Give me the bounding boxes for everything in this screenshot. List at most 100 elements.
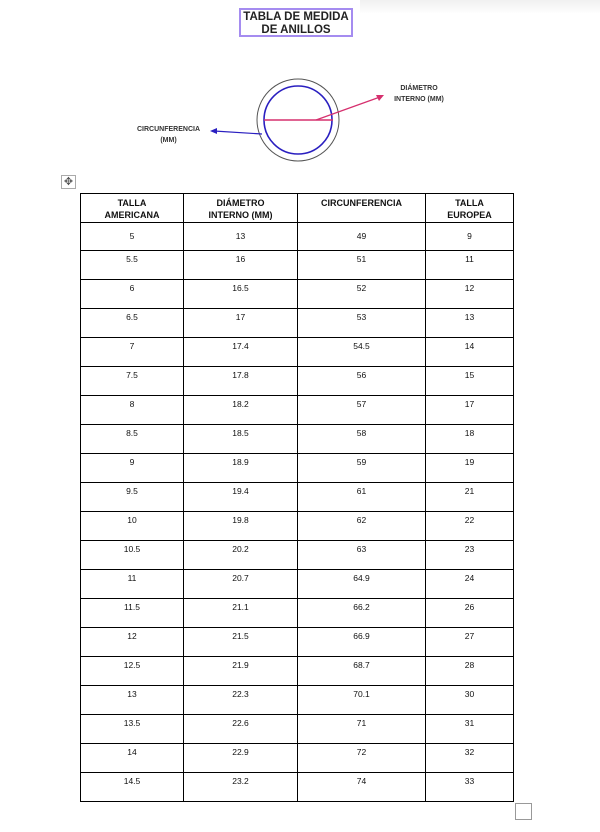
table-cell: 5.5 <box>80 250 184 280</box>
table-row: 6.5 17 53 13 <box>80 308 514 338</box>
table-cell: 30 <box>425 685 514 715</box>
table-cell: 7.5 <box>80 366 184 396</box>
table-cell: 23.2 <box>183 772 298 802</box>
table-cell: 63 <box>297 540 426 570</box>
table-cell: 9 <box>425 222 514 251</box>
table-row: 7 17.4 54.5 14 <box>80 337 514 367</box>
table-cell: 6 <box>80 279 184 309</box>
table-cell: 10 <box>80 511 184 541</box>
table-cell: 11 <box>425 250 514 280</box>
table-cell: 18 <box>425 424 514 454</box>
table-cell: 10.5 <box>80 540 184 570</box>
table-cell: 13 <box>80 685 184 715</box>
table-cell: 53 <box>297 308 426 338</box>
table-row: 13 22.3 70.1 30 <box>80 685 514 715</box>
table-row: 9.5 19.4 61 21 <box>80 482 514 512</box>
column-header-line: EUROPEA <box>447 210 492 220</box>
table-cell: 23 <box>425 540 514 570</box>
table-cell: 18.9 <box>183 453 298 483</box>
column-header-line: TALLA <box>117 198 147 208</box>
table-cell: 7 <box>80 337 184 367</box>
table-row: 7.5 17.8 56 15 <box>80 366 514 396</box>
column-header-line: TALLA <box>455 198 484 208</box>
diameter-label: DIÁMETRO INTERNO (MM) <box>384 83 454 105</box>
table-cell: 16 <box>183 250 298 280</box>
table-cell: 68.7 <box>297 656 426 686</box>
table-cell: 17 <box>425 395 514 425</box>
table-row: 10.5 20.2 63 23 <box>80 540 514 570</box>
table-cell: 74 <box>297 772 426 802</box>
column-header-line: AMERICANA <box>104 210 160 220</box>
table-cell: 70.1 <box>297 685 426 715</box>
table-cell: 32 <box>425 743 514 773</box>
table-cell: 27 <box>425 627 514 657</box>
table-move-handle-icon[interactable]: ✥ <box>61 175 76 189</box>
table-cell: 12.5 <box>80 656 184 686</box>
table-row: 12 21.5 66.9 27 <box>80 627 514 657</box>
table-row: 6 16.5 52 12 <box>80 279 514 309</box>
table-cell: 22.9 <box>183 743 298 773</box>
table-cell: 62 <box>297 511 426 541</box>
diameter-label-line2: INTERNO (MM) <box>394 96 444 103</box>
table-cell: 21.9 <box>183 656 298 686</box>
table-cell: 8 <box>80 395 184 425</box>
table-row: 8 18.2 57 17 <box>80 395 514 425</box>
ring-outer <box>256 78 340 162</box>
table-cell: 18.5 <box>183 424 298 454</box>
table-cell: 20.2 <box>183 540 298 570</box>
table-row: 9 18.9 59 19 <box>80 453 514 483</box>
diameter-label-line1: DIÁMETRO <box>400 85 438 92</box>
table-resize-handle[interactable] <box>515 803 532 820</box>
table-cell: 20.7 <box>183 569 298 599</box>
table-cell: 58 <box>297 424 426 454</box>
table-cell: 17 <box>183 308 298 338</box>
table-cell: 15 <box>425 366 514 396</box>
table-cell: 12 <box>425 279 514 309</box>
table-row: 13.5 22.6 71 31 <box>80 714 514 744</box>
table-cell: 72 <box>297 743 426 773</box>
table-cell: 17.8 <box>183 366 298 396</box>
column-header: TALLA AMERICANA <box>80 193 184 223</box>
circumference-label: CIRCUNFERENCIA (MM) <box>126 124 211 146</box>
table-cell: 28 <box>425 656 514 686</box>
table-cell: 66.2 <box>297 598 426 628</box>
table-row: 12.5 21.9 68.7 28 <box>80 656 514 686</box>
table-cell: 13 <box>425 308 514 338</box>
table-row: 11 20.7 64.9 24 <box>80 569 514 599</box>
table-cell: 22 <box>425 511 514 541</box>
table-cell: 16.5 <box>183 279 298 309</box>
table-cell: 9.5 <box>80 482 184 512</box>
table-cell: 59 <box>297 453 426 483</box>
column-header-line: DIÁMETRO <box>216 198 265 208</box>
table-cell: 21 <box>425 482 514 512</box>
table-cell: 17.4 <box>183 337 298 367</box>
table-cell: 9 <box>80 453 184 483</box>
table-row: 5.5 16 51 11 <box>80 250 514 280</box>
diameter-arrow <box>315 96 381 121</box>
table-cell: 52 <box>297 279 426 309</box>
circumference-arrow <box>213 130 263 135</box>
table-cell: 49 <box>297 222 426 251</box>
column-header: TALLA EUROPEA <box>425 193 514 223</box>
table-cell: 21.5 <box>183 627 298 657</box>
table-cell: 64.9 <box>297 569 426 599</box>
table-cell: 14 <box>425 337 514 367</box>
table-row: 11.5 21.1 66.2 26 <box>80 598 514 628</box>
table-cell: 21.1 <box>183 598 298 628</box>
table-row: 14 22.9 72 32 <box>80 743 514 773</box>
table-cell: 11 <box>80 569 184 599</box>
table-cell: 12 <box>80 627 184 657</box>
page-shadow <box>360 0 600 14</box>
table-row: 5 13 49 9 <box>80 222 514 251</box>
table-cell: 51 <box>297 250 426 280</box>
table-cell: 54.5 <box>297 337 426 367</box>
table-cell: 18.2 <box>183 395 298 425</box>
table-cell: 31 <box>425 714 514 744</box>
table-cell: 24 <box>425 569 514 599</box>
circumference-label-line2: (MM) <box>160 137 177 144</box>
table-cell: 33 <box>425 772 514 802</box>
table-cell: 56 <box>297 366 426 396</box>
table-cell: 14 <box>80 743 184 773</box>
table-cell: 13 <box>183 222 298 251</box>
column-header-line: INTERNO (MM) <box>208 210 273 220</box>
